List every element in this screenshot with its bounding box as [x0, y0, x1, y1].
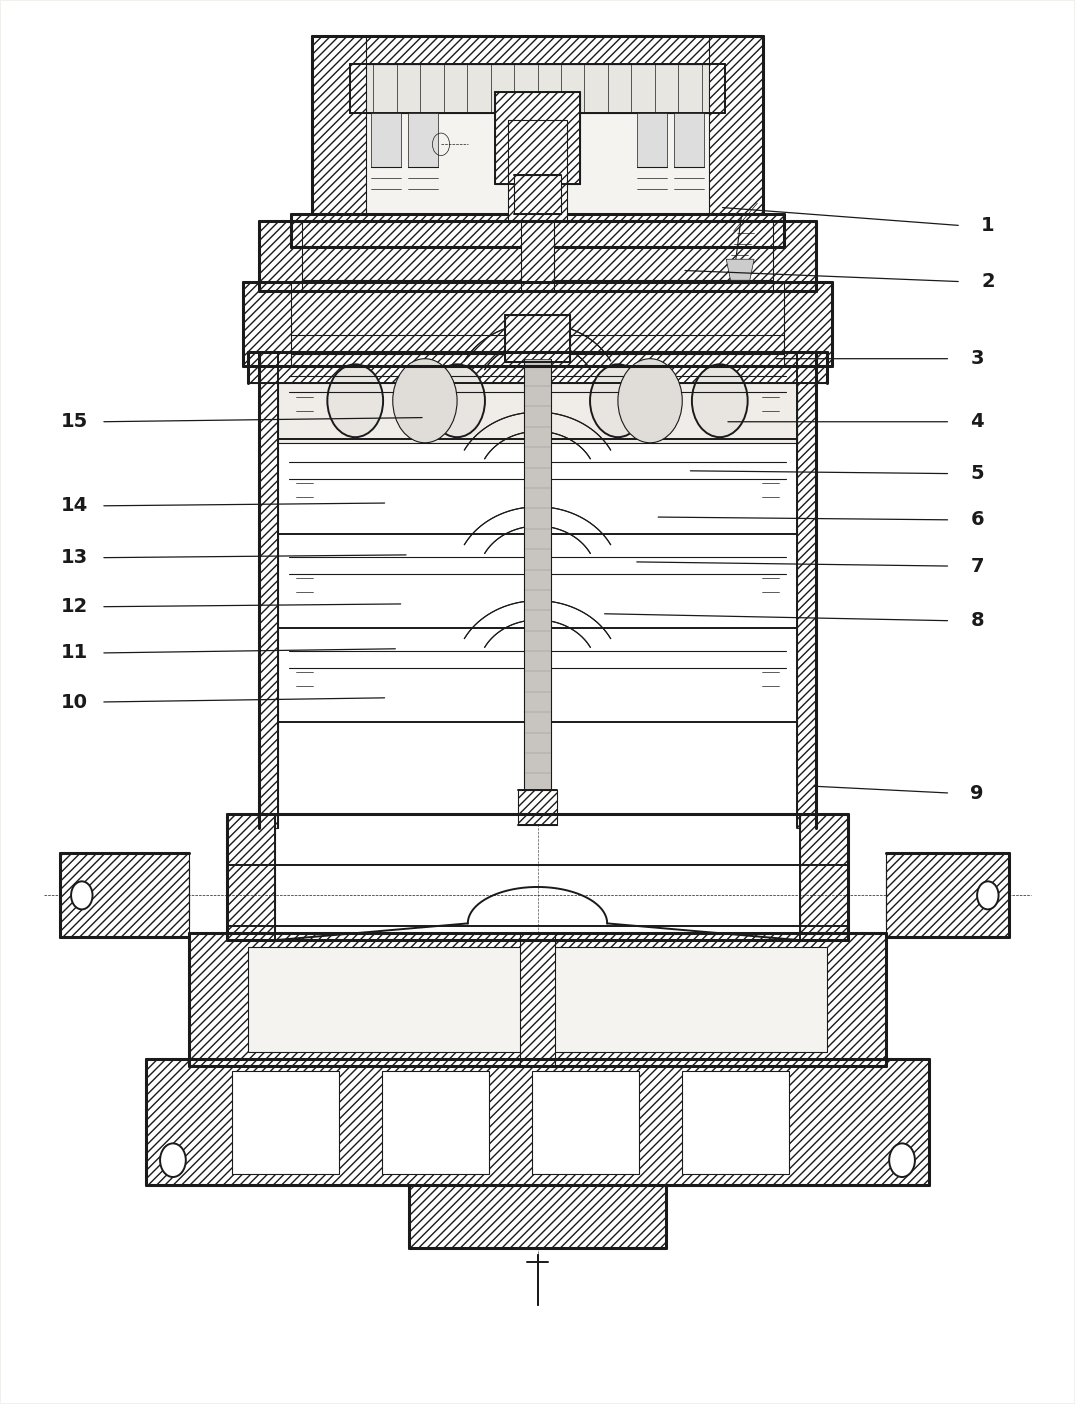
Bar — [674, 114, 704, 167]
Bar — [520, 934, 555, 1066]
Text: 5: 5 — [971, 465, 984, 483]
Circle shape — [429, 364, 485, 437]
Circle shape — [977, 882, 999, 910]
Text: 13: 13 — [60, 548, 88, 567]
Circle shape — [392, 358, 457, 442]
Bar — [227, 814, 275, 941]
Bar — [259, 222, 816, 292]
Bar — [496, 93, 579, 184]
Circle shape — [71, 882, 92, 910]
Circle shape — [618, 358, 683, 442]
Text: 9: 9 — [971, 783, 984, 803]
Polygon shape — [727, 260, 754, 281]
Bar — [366, 114, 710, 222]
Bar — [408, 1185, 666, 1248]
Bar — [313, 37, 762, 65]
Bar — [146, 1059, 929, 1185]
Bar — [800, 814, 848, 941]
Text: 15: 15 — [60, 413, 88, 431]
Bar — [797, 351, 816, 828]
Bar — [532, 1070, 640, 1174]
Bar — [525, 583, 550, 621]
Bar — [259, 351, 278, 828]
Bar — [514, 176, 561, 215]
Bar — [525, 677, 550, 715]
Text: 14: 14 — [60, 497, 88, 515]
Bar — [525, 489, 550, 526]
Bar — [637, 114, 668, 167]
Bar — [243, 282, 832, 365]
Bar — [248, 351, 827, 382]
Circle shape — [160, 1143, 186, 1177]
Bar — [382, 1070, 489, 1174]
Text: ZIHUAN: ZIHUAN — [454, 66, 621, 104]
Bar — [508, 121, 567, 222]
Bar — [683, 1070, 789, 1174]
Text: 10: 10 — [61, 692, 88, 712]
Circle shape — [692, 364, 747, 437]
Bar — [248, 948, 827, 1053]
Text: 4: 4 — [971, 413, 984, 431]
Bar — [518, 790, 557, 826]
Text: 8: 8 — [971, 611, 984, 630]
Circle shape — [889, 1143, 915, 1177]
Bar — [524, 358, 551, 821]
Bar — [505, 316, 570, 361]
Bar — [60, 854, 189, 938]
Bar — [407, 114, 438, 167]
Text: 12: 12 — [60, 597, 88, 616]
Text: 7: 7 — [971, 556, 984, 576]
Bar — [232, 1070, 339, 1174]
Text: 11: 11 — [60, 643, 88, 663]
Bar — [521, 222, 554, 292]
Circle shape — [328, 364, 383, 437]
Bar — [710, 37, 762, 222]
Bar — [291, 215, 784, 247]
Text: 2: 2 — [981, 272, 994, 291]
Bar — [313, 37, 366, 222]
Bar — [278, 354, 797, 442]
Bar — [371, 114, 401, 167]
Text: 1: 1 — [981, 216, 994, 234]
Bar — [189, 934, 886, 1066]
Bar — [313, 37, 762, 65]
Bar — [349, 65, 726, 114]
Bar — [525, 397, 550, 431]
Circle shape — [590, 364, 646, 437]
Bar — [886, 854, 1009, 938]
Text: 6: 6 — [971, 510, 984, 529]
Text: 3: 3 — [971, 350, 984, 368]
